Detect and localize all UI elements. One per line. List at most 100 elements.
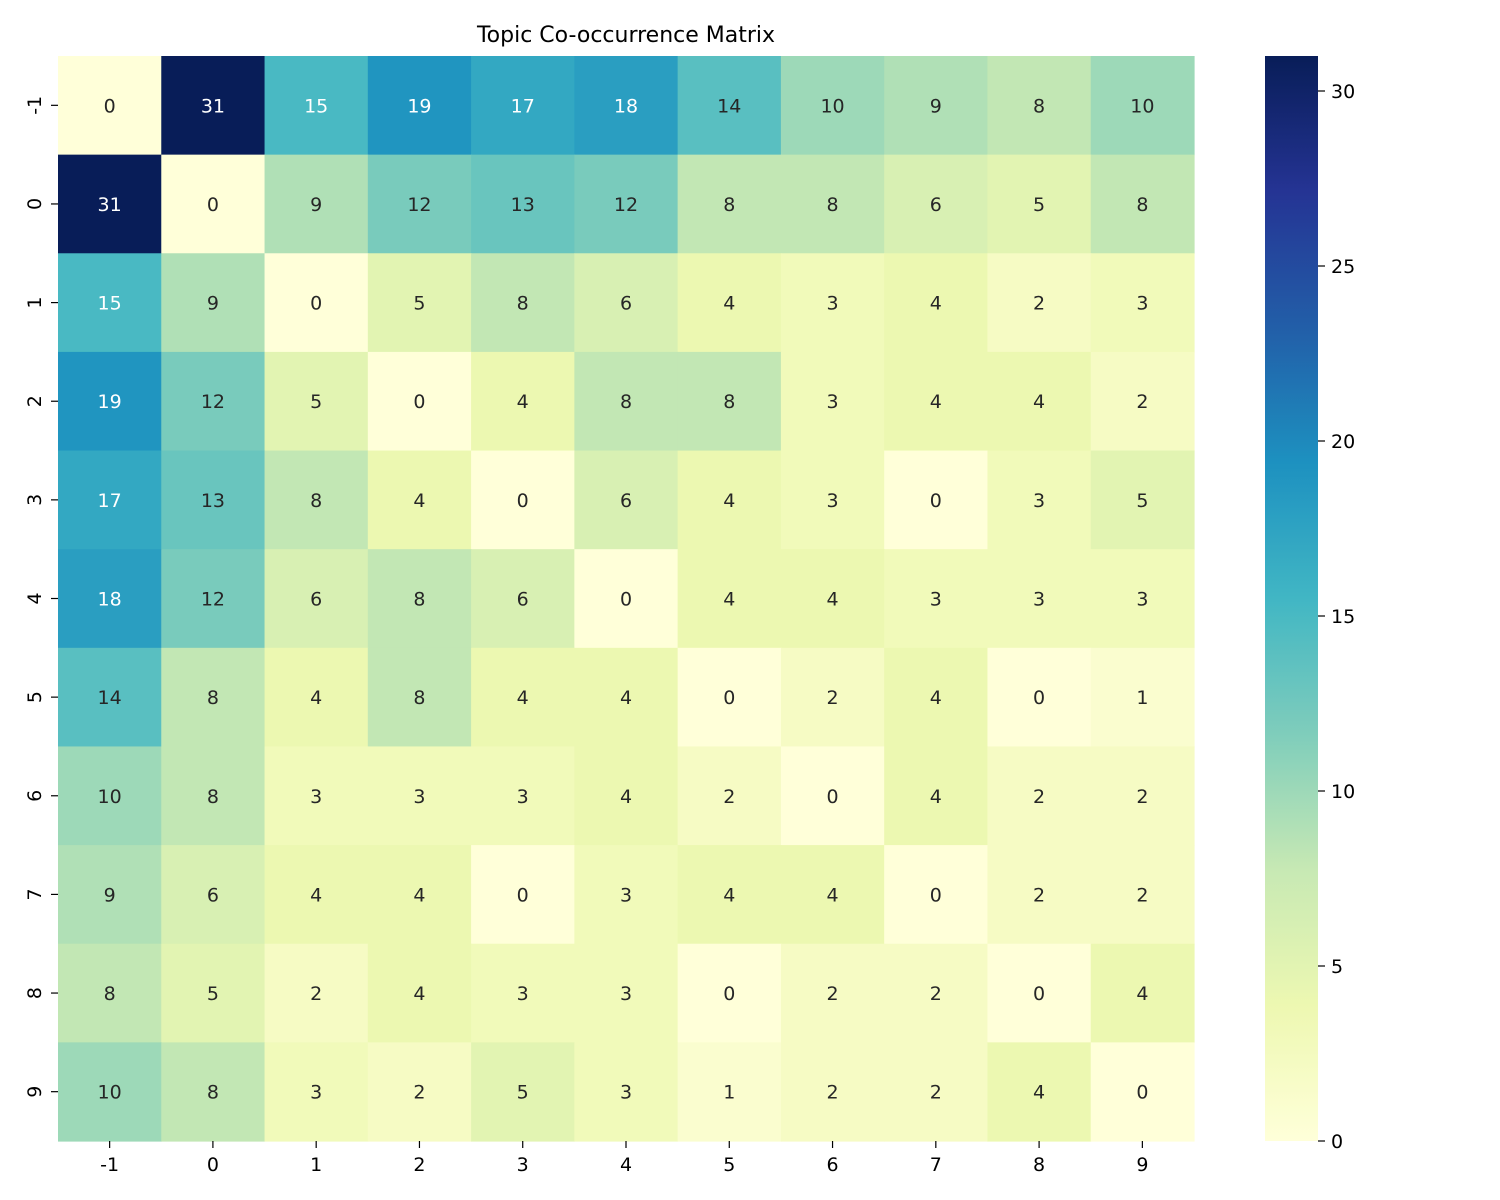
heatmap-cell: [58, 943, 162, 1043]
heatmap-cell-label: 2: [930, 983, 942, 1005]
heatmap-cell: [264, 450, 369, 550]
heatmap-cell-label: 0: [620, 589, 632, 611]
heatmap-cell: [471, 154, 575, 254]
heatmap-cell: [574, 56, 679, 156]
heatmap-cell-label: 10: [98, 1082, 122, 1104]
heatmap-cell: [677, 943, 782, 1043]
heatmap-cell: [161, 154, 266, 254]
heatmap-cell-label: 8: [310, 490, 322, 512]
y-tick-label: 3: [24, 494, 46, 506]
heatmap-cell: [780, 647, 885, 748]
x-tick-label: 2: [413, 1154, 425, 1176]
heatmap-cell: [780, 549, 885, 649]
colorbar-tick-label: 30: [1331, 81, 1355, 103]
heatmap-cell-label: 8: [207, 687, 219, 709]
heatmap-cell: [574, 647, 679, 748]
heatmap-cell: [884, 746, 989, 846]
heatmap-cell-label: 2: [1136, 786, 1148, 808]
heatmap-cell: [367, 845, 472, 945]
heatmap-cell-label: 0: [413, 391, 425, 413]
heatmap-cell: [367, 1042, 472, 1142]
heatmap-cell: [161, 253, 266, 353]
heatmap-cell-label: 0: [930, 490, 942, 512]
heatmap-cell: [367, 351, 472, 452]
heatmap-cell-label: 0: [1136, 1082, 1148, 1104]
heatmap-cell-label: 2: [723, 786, 735, 808]
heatmap-cell: [677, 746, 782, 846]
heatmap-cell: [367, 450, 472, 550]
heatmap-cell-label: 3: [827, 293, 839, 315]
x-tick-label: 1: [310, 1154, 322, 1176]
heatmap-cell-label: 4: [827, 884, 839, 906]
heatmap-cell: [471, 56, 575, 156]
heatmap-cell-label: 2: [930, 1082, 942, 1104]
heatmap-cell: [1090, 154, 1195, 254]
heatmap-cell-label: 2: [827, 687, 839, 709]
heatmap-cell-label: 0: [207, 194, 219, 216]
heatmap-cell: [574, 1042, 679, 1142]
heatmap-cell: [161, 845, 266, 945]
heatmap-cell-label: 9: [930, 95, 942, 117]
heatmap-cell-label: 4: [310, 884, 322, 906]
heatmap-cell: [987, 549, 1092, 649]
heatmap-cell: [161, 647, 266, 748]
heatmap-cell-label: 3: [620, 983, 632, 1005]
heatmap-cell: [161, 56, 266, 156]
heatmap-cell: [780, 845, 885, 945]
heatmap-cell-label: 2: [1033, 293, 1045, 315]
heatmap-cell: [161, 746, 266, 846]
heatmap-cell-label: 0: [310, 293, 322, 315]
heatmap-cell: [780, 56, 885, 156]
heatmap-cell: [1090, 943, 1195, 1043]
heatmap-cell-label: 8: [1033, 95, 1045, 117]
heatmap-cell: [574, 746, 679, 846]
y-tick-label: 9: [24, 1086, 46, 1098]
heatmap-cell-label: 5: [310, 391, 322, 413]
heatmap-cell-label: 17: [511, 95, 535, 117]
heatmap-cell: [884, 450, 989, 550]
heatmap-cell-label: 14: [98, 687, 122, 709]
heatmap-cell-label: 1: [723, 1082, 735, 1104]
heatmap-cell: [264, 1042, 369, 1142]
colorbar-tick-label: 0: [1331, 1131, 1343, 1153]
heatmap-cell-label: 9: [310, 194, 322, 216]
heatmap-cell: [58, 845, 162, 945]
heatmap-cell-label: 3: [930, 589, 942, 611]
heatmap-cell-label: 4: [827, 589, 839, 611]
heatmap-cell: [58, 549, 162, 649]
heatmap-cell-label: 18: [98, 589, 122, 611]
heatmap-cell: [1090, 647, 1195, 748]
heatmap-cell: [1090, 56, 1195, 156]
heatmap-cell: [574, 943, 679, 1043]
heatmap-cell-label: 4: [413, 490, 425, 512]
heatmap-cell-label: 4: [723, 884, 735, 906]
heatmap-cell: [987, 154, 1092, 254]
heatmap-cell-label: 3: [1136, 589, 1148, 611]
heatmap-cell: [58, 746, 162, 846]
heatmap-cell-label: 6: [310, 589, 322, 611]
heatmap-cell: [780, 351, 885, 452]
heatmap-cell-label: 3: [517, 786, 529, 808]
heatmap-cell: [367, 253, 472, 353]
heatmap-cell: [884, 549, 989, 649]
heatmap-cell-label: 4: [930, 293, 942, 315]
heatmap-cell-label: 5: [1136, 490, 1148, 512]
heatmap-cell-label: 5: [1033, 194, 1045, 216]
heatmap-cell-label: 15: [304, 95, 328, 117]
heatmap-cell-label: 8: [207, 1082, 219, 1104]
heatmap-cell: [471, 351, 575, 452]
heatmap-cell-label: 3: [620, 1082, 632, 1104]
heatmap-cell: [58, 56, 162, 156]
heatmap-cell-label: 4: [413, 884, 425, 906]
heatmap-cell: [987, 56, 1092, 156]
heatmap-cell-label: 19: [407, 95, 431, 117]
heatmap-cell-label: 4: [930, 786, 942, 808]
heatmap-cell-label: 15: [98, 293, 122, 315]
heatmap-cell-label: 4: [620, 786, 632, 808]
heatmap-cell: [884, 56, 989, 156]
heatmap-cell: [161, 943, 266, 1043]
heatmap-cell-label: 4: [413, 983, 425, 1005]
x-tick-label: 5: [723, 1154, 735, 1176]
heatmap-cell-label: 2: [1033, 884, 1045, 906]
